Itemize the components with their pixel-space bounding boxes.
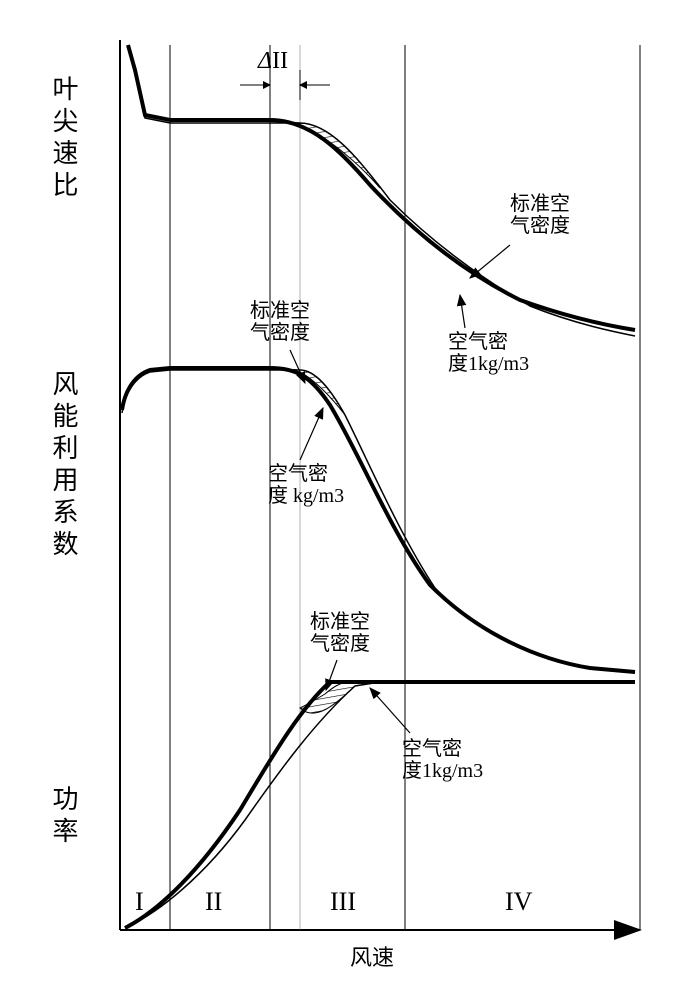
y-label-power: 功率 — [45, 785, 82, 849]
power-curves — [125, 682, 635, 928]
cp-thin-curve — [122, 370, 635, 673]
delta-ii-marker: ΔII — [240, 48, 330, 100]
svg-text:空气密度 kg/m3: 空气密度 kg/m3 — [268, 462, 344, 507]
svg-text:空气密度1kg/m3: 空气密度1kg/m3 — [448, 330, 529, 375]
region-III-label: III — [330, 887, 356, 916]
svg-text:标准空气密度: 标准空气密度 — [510, 192, 570, 237]
delta-ii-label: ΔII — [257, 48, 288, 74]
cp-thick-curve — [122, 368, 635, 672]
callout-cp-1: 空气密度 kg/m3 — [268, 408, 344, 507]
region-dividers — [170, 45, 640, 930]
callout-tsr-1: 空气密度1kg/m3 — [448, 295, 529, 375]
power-thin-curve — [125, 682, 635, 928]
region-IV-label: IV — [505, 887, 533, 916]
tsr-thin-curve — [128, 48, 635, 336]
power-thick-curve — [125, 682, 635, 928]
tsr-thick-curve — [128, 45, 635, 330]
region-I-label: I — [135, 887, 144, 916]
chart-svg: ΔII 标准空气密度 空气密度1kg/m3 标准空气密度 空气密度 kg/m3 … — [10, 10, 663, 990]
svg-text:标准空气密度: 标准空气密度 — [310, 610, 370, 655]
region-labels: I II III IV — [135, 887, 533, 916]
callout-power-1: 空气密度1kg/m3 — [370, 688, 483, 782]
region-II-label: II — [205, 887, 222, 916]
callout-tsr-std: 标准空气密度 — [470, 192, 570, 278]
tsr-curves — [128, 45, 635, 336]
cp-curves — [122, 368, 635, 673]
svg-text:空气密度1kg/m3: 空气密度1kg/m3 — [402, 737, 483, 782]
y-label-cp: 风能利用系数 — [45, 370, 82, 562]
callout-power-std: 标准空气密度 — [310, 610, 370, 690]
chart-container: ΔII 标准空气密度 空气密度1kg/m3 标准空气密度 空气密度 kg/m3 … — [10, 10, 663, 990]
y-label-tsr: 叶尖速比 — [45, 75, 82, 203]
x-axis-label: 风速 — [350, 945, 394, 970]
svg-text:标准空气密度: 标准空气密度 — [250, 299, 310, 344]
